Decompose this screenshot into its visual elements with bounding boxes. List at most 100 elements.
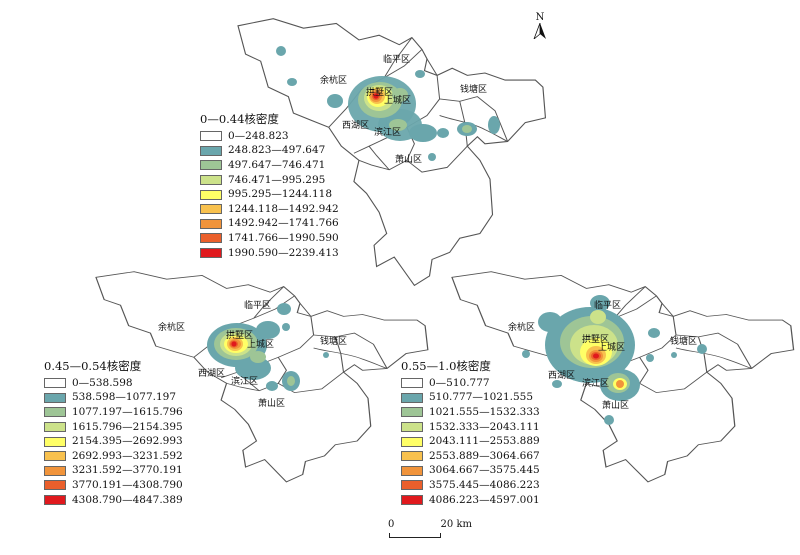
legend-range-label: 1532.333—2043.111 [429,420,540,433]
legend-swatch [401,451,423,462]
legend-row: 497.647—746.471 [200,158,339,173]
legend-swatch [200,189,222,200]
legend-swatch [401,422,423,433]
legend-row: 995.295—1244.118 [200,187,339,202]
label-shangcheng-2: 上城区 [247,339,274,350]
legend-row: 1990.590—2239.413 [200,246,339,261]
legend-row: 3064.667—3575.445 [401,464,540,479]
legend-range-label: 0—538.598 [72,376,133,389]
legend-swatch [401,480,423,491]
legend-range-label: 510.777—1021.555 [429,391,534,404]
legend-swatch [44,495,66,506]
legend-range-label: 995.295—1244.118 [228,188,333,201]
map-bottom-left-labels: 临平区 余杭区 钱塘区 拱墅区 上城区 西湖区 滨江区 萧山区 [158,299,347,409]
label-yuhang: 余杭区 [320,74,347,86]
legend-bottom-right: 0.55—1.0核密度 0—510.777 510.777—1021.555 102… [401,359,540,507]
legend-range-label: 1021.555—1532.333 [429,405,540,418]
north-label: N [535,12,545,23]
legend-range-label: 4308.790—4847.389 [72,493,183,506]
scale-distance: 20 km [440,519,472,530]
legend-row: 1021.555—1532.333 [401,405,540,420]
legend-row: 0—510.777 [401,376,540,391]
legend-swatch [401,495,423,506]
label-gongshu-2: 拱墅区 [226,329,253,341]
legend-range-label: 1244.118—1492.942 [228,202,339,215]
legend-row: 3231.592—3770.191 [44,464,183,479]
legend-row: 2692.993—3231.592 [44,449,183,464]
label-shangcheng-3: 上城区 [598,342,625,353]
north-arrow: N [530,12,550,43]
legend-swatch [200,218,222,229]
label-linping-2: 临平区 [244,299,271,311]
label-binjiang: 滨江区 [374,126,401,138]
label-binjiang-2: 滨江区 [231,375,258,387]
legend-range-label: 2692.993—3231.592 [72,449,183,462]
legend-swatch [200,175,222,186]
legend-bottom-left: 0.45—0.54核密度 0—538.598 538.598—1077.197 10… [44,359,183,507]
label-xiaoshan: 萧山区 [395,153,422,165]
legend-swatch [200,233,222,244]
label-gongshu: 拱墅区 [366,86,393,98]
legend-range-label: 3770.191—4308.790 [72,478,183,491]
legend-range-label: 746.471—995.295 [228,173,326,186]
label-gongshu-3: 拱墅区 [582,333,609,345]
legend-range-label: 1492.942—1741.766 [228,217,339,230]
legend-swatch [401,378,423,389]
legend-range-label: 3064.667—3575.445 [429,464,540,477]
legend-title: 0.45—0.54核密度 [44,359,142,373]
legend-row: 1492.942—1741.766 [200,217,339,232]
scale-bar-line [389,533,441,538]
label-xiaoshan-2: 萧山区 [258,397,285,409]
legend-range-label: 2043.111—2553.889 [429,435,540,448]
legend-swatch [401,436,423,447]
label-xihu-2: 西湖区 [198,368,225,379]
legend-range-label: 1741.766—1990.590 [228,231,339,244]
legend-swatch [401,465,423,476]
scale-bar: 0 20 km [378,519,488,549]
label-linping: 临平区 [383,53,410,65]
legend-row: 510.777—1021.555 [401,391,540,406]
legend-swatch [44,407,66,418]
legend-swatch [401,392,423,403]
map-top-labels: 临平区 余杭区 钱塘区 拱墅区 上城区 西湖区 滨江区 萧山区 [320,53,487,165]
legend-row: 0—538.598 [44,376,183,391]
legend-title: 0.55—1.0核密度 [401,359,491,373]
legend-swatch [44,480,66,491]
legend-title: 0—0.44核密度 [200,112,279,126]
legend-swatch [200,204,222,215]
legend-swatch [44,378,66,389]
scale-zero: 0 [388,519,395,530]
legend-swatch [200,145,222,156]
label-linping-3: 临平区 [594,299,621,311]
legend-row: 4308.790—4847.389 [44,493,183,508]
north-arrow-icon [533,22,546,41]
label-xihu-3: 西湖区 [548,370,575,381]
legend-range-label: 1990.590—2239.413 [228,246,339,259]
label-qiantang-2: 钱塘区 [320,335,347,347]
legend-row: 4086.223—4597.001 [401,493,540,508]
legend-range-label: 1615.796—2154.395 [72,420,183,433]
legend-range-label: 1077.197—1615.796 [72,405,183,418]
legend-swatch [44,422,66,433]
legend-range-label: 0—510.777 [429,376,490,389]
legend-swatch [44,436,66,447]
map-top-density [276,46,500,161]
legend-row: 1615.796—2154.395 [44,420,183,435]
legend-row: 2154.395—2692.993 [44,434,183,449]
legend-row: 1077.197—1615.796 [44,405,183,420]
legend-range-label: 3575.445—4086.223 [429,478,540,491]
label-yuhang-2: 余杭区 [158,321,185,333]
legend-swatch [44,451,66,462]
label-qiantang: 钱塘区 [460,83,487,95]
legend-swatch [44,465,66,476]
legend-row: 0—248.823 [200,129,339,144]
legend-swatch [44,392,66,403]
label-shangcheng: 上城区 [384,95,411,106]
legend-row: 3575.445—4086.223 [401,478,540,493]
legend-swatch [401,407,423,418]
legend-range-label: 4086.223—4597.001 [429,493,540,506]
legend-range-label: 497.647—746.471 [228,158,326,171]
map-bottom-right-density [522,295,707,425]
label-binjiang-3: 滨江区 [582,377,609,389]
